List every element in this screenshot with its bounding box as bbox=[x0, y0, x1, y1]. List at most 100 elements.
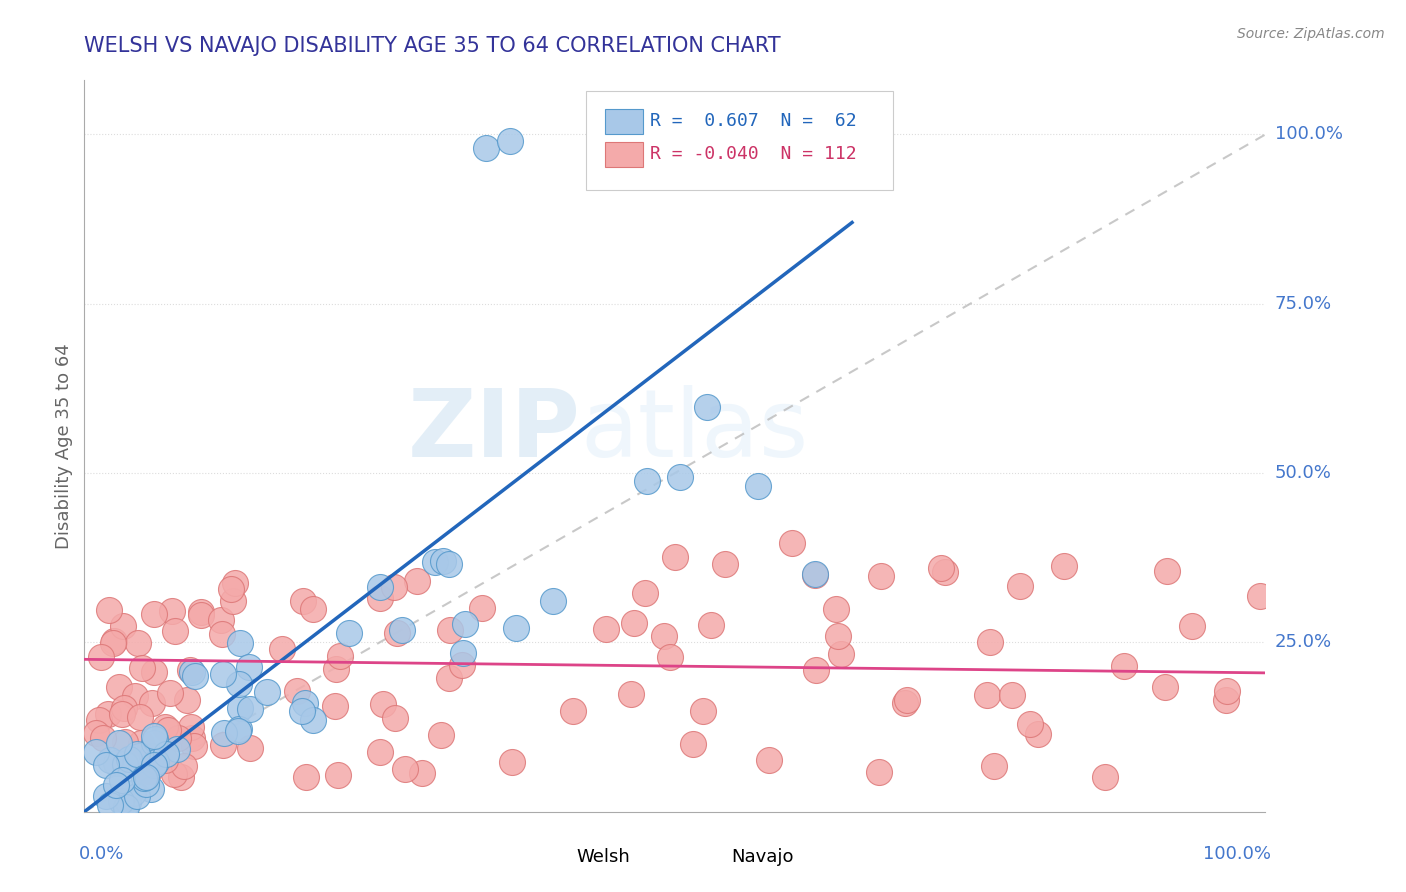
Point bbox=[291, 704, 314, 718]
Point bbox=[128, 709, 150, 723]
Point bbox=[1010, 579, 1032, 593]
Point bbox=[180, 720, 202, 734]
Point bbox=[1001, 689, 1024, 703]
Point bbox=[142, 665, 165, 679]
Point bbox=[302, 601, 325, 615]
Point bbox=[505, 621, 527, 635]
Point bbox=[127, 747, 149, 761]
Point bbox=[714, 557, 737, 571]
Text: Source: ZipAtlas.com: Source: ZipAtlas.com bbox=[1237, 27, 1385, 41]
Point bbox=[143, 736, 166, 750]
Point bbox=[804, 568, 827, 582]
Point bbox=[326, 767, 349, 781]
Text: ZIP: ZIP bbox=[408, 385, 581, 477]
Point bbox=[934, 565, 956, 579]
Point bbox=[1216, 683, 1239, 698]
Point bbox=[664, 549, 686, 564]
Point bbox=[1026, 726, 1049, 740]
Point bbox=[747, 479, 769, 493]
Point bbox=[238, 659, 260, 673]
Point bbox=[373, 697, 395, 711]
Point bbox=[211, 738, 233, 752]
Text: 100.0%: 100.0% bbox=[1275, 126, 1343, 144]
Point bbox=[301, 713, 323, 727]
Point bbox=[983, 759, 1005, 773]
Point bbox=[229, 701, 252, 715]
Point bbox=[221, 582, 243, 596]
Point bbox=[179, 664, 201, 678]
Point bbox=[423, 555, 446, 569]
Point bbox=[129, 736, 152, 750]
Point bbox=[153, 753, 176, 767]
Point bbox=[190, 607, 212, 622]
Point bbox=[183, 739, 205, 753]
Text: 50.0%: 50.0% bbox=[1275, 464, 1331, 482]
Point bbox=[141, 749, 163, 764]
Text: 25.0%: 25.0% bbox=[1275, 633, 1331, 651]
Point bbox=[114, 756, 136, 771]
Point bbox=[804, 664, 827, 678]
Point bbox=[138, 764, 160, 778]
Point bbox=[163, 624, 186, 639]
Point bbox=[976, 688, 998, 702]
Point bbox=[139, 782, 162, 797]
Point bbox=[669, 469, 692, 483]
Y-axis label: Disability Age 35 to 64: Disability Age 35 to 64 bbox=[55, 343, 73, 549]
Point bbox=[166, 742, 188, 756]
Point bbox=[127, 635, 149, 649]
FancyBboxPatch shape bbox=[605, 109, 643, 134]
Point bbox=[100, 797, 122, 812]
Point bbox=[979, 635, 1001, 649]
Point bbox=[432, 553, 454, 567]
Point bbox=[103, 634, 125, 648]
Point bbox=[131, 661, 153, 675]
Point bbox=[758, 753, 780, 767]
Text: Welsh: Welsh bbox=[576, 848, 631, 866]
Point bbox=[827, 629, 849, 643]
Point bbox=[636, 474, 658, 488]
Point bbox=[1053, 558, 1076, 573]
Point bbox=[294, 697, 316, 711]
Point bbox=[439, 557, 461, 571]
Point bbox=[228, 722, 250, 736]
Point bbox=[112, 619, 135, 633]
Point bbox=[780, 536, 803, 550]
Point bbox=[117, 795, 139, 809]
Text: Navajo: Navajo bbox=[731, 848, 794, 866]
Point bbox=[454, 617, 477, 632]
Point bbox=[209, 613, 232, 627]
Point bbox=[391, 624, 413, 638]
Point bbox=[211, 626, 233, 640]
Point bbox=[652, 629, 675, 643]
FancyBboxPatch shape bbox=[586, 91, 893, 190]
Point bbox=[135, 776, 157, 790]
Point bbox=[498, 134, 520, 148]
Text: atlas: atlas bbox=[581, 385, 808, 477]
Point bbox=[682, 737, 704, 751]
Point bbox=[212, 726, 235, 740]
Point bbox=[394, 762, 416, 776]
Point bbox=[475, 141, 498, 155]
Point bbox=[190, 605, 212, 619]
Text: 75.0%: 75.0% bbox=[1275, 294, 1331, 313]
Point bbox=[153, 720, 176, 734]
Point bbox=[96, 758, 118, 772]
Point bbox=[170, 770, 193, 784]
Point bbox=[623, 615, 645, 630]
Point bbox=[659, 649, 682, 664]
Point bbox=[143, 732, 166, 747]
Point bbox=[128, 748, 150, 763]
Point bbox=[830, 647, 852, 661]
Point bbox=[173, 759, 195, 773]
Point bbox=[870, 568, 893, 582]
Point bbox=[104, 756, 127, 770]
Point bbox=[368, 591, 391, 605]
Point bbox=[228, 677, 250, 691]
Point bbox=[1019, 716, 1042, 731]
Point bbox=[84, 725, 107, 739]
Point bbox=[804, 567, 827, 582]
Point bbox=[229, 636, 252, 650]
Point bbox=[323, 698, 346, 713]
Point bbox=[239, 740, 262, 755]
Point bbox=[543, 594, 565, 608]
